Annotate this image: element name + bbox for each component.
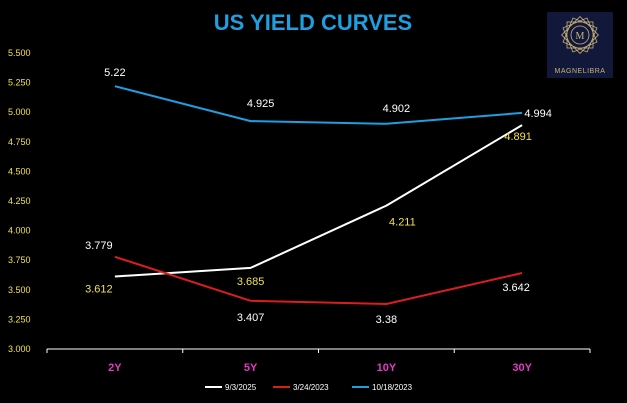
y-tick-label: 3.500 [8, 285, 31, 295]
data-label: 3.38 [376, 314, 397, 326]
x-tick-label: 10Y [377, 362, 397, 374]
data-label: 5.22 [104, 67, 125, 79]
data-label: 4.211 [389, 217, 416, 229]
legend-label: 3/24/2023 [293, 383, 329, 392]
logo-background [547, 12, 613, 78]
data-label: 4.902 [383, 103, 411, 115]
data-label: 4.994 [524, 108, 552, 120]
series-line-3 [114, 85, 523, 125]
data-label: 4.925 [247, 98, 275, 110]
legend-label: 9/3/2025 [225, 383, 257, 392]
legend-item: 10/18/2023 [352, 383, 413, 392]
y-tick-label: 3.750 [8, 255, 31, 265]
data-label: 4.891 [504, 131, 532, 143]
y-tick-label: 5.500 [8, 48, 31, 58]
legend-label: 10/18/2023 [372, 383, 413, 392]
logo-text: MAGNELIBRA [555, 68, 606, 75]
y-tick-label: 4.000 [8, 226, 31, 236]
data-labels: 3.612 3.685 4.211 4.891 3.779 3.407 3.38 3.642 5… [85, 67, 552, 326]
x-tick-label: 5Y [244, 362, 258, 374]
y-tick-label: 4.750 [8, 137, 31, 147]
data-label: 3.685 [237, 276, 265, 288]
x-tick-label: 2Y [108, 362, 122, 374]
data-label: 3.612 [85, 284, 113, 296]
legend: 9/3/2025 3/24/2023 10/18/2023 [205, 383, 413, 392]
y-tick-label: 5.250 [8, 78, 31, 88]
legend-item: 3/24/2023 [273, 383, 329, 392]
logo-mark: M [576, 31, 585, 42]
legend-item: 9/3/2025 [205, 383, 257, 392]
magnelibra-star-logo-icon [561, 16, 599, 54]
y-tick-label: 4.250 [8, 196, 31, 206]
y-tick-label: 5.000 [8, 107, 31, 117]
series-line-1 [114, 124, 523, 278]
y-axis-ticks: 3.000 3.250 3.500 3.750 4.000 4.250 4.500 4.750… [8, 48, 31, 354]
y-tick-label: 4.500 [8, 166, 31, 176]
data-label: 3.407 [237, 312, 265, 324]
y-tick-label: 3.250 [8, 314, 31, 324]
chart-title: US YIELD CURVES [214, 10, 412, 35]
magnelibra-logo: M MAGNELIBRA [547, 12, 613, 78]
data-label: 3.642 [502, 282, 530, 294]
series-lines [114, 85, 523, 305]
data-label: 3.779 [85, 240, 113, 252]
series-line-2 [114, 255, 523, 305]
x-axis: 2Y 5Y 10Y 30Y [46, 348, 591, 374]
x-tick-label: 30Y [512, 362, 532, 374]
y-tick-label: 3.000 [8, 344, 31, 354]
